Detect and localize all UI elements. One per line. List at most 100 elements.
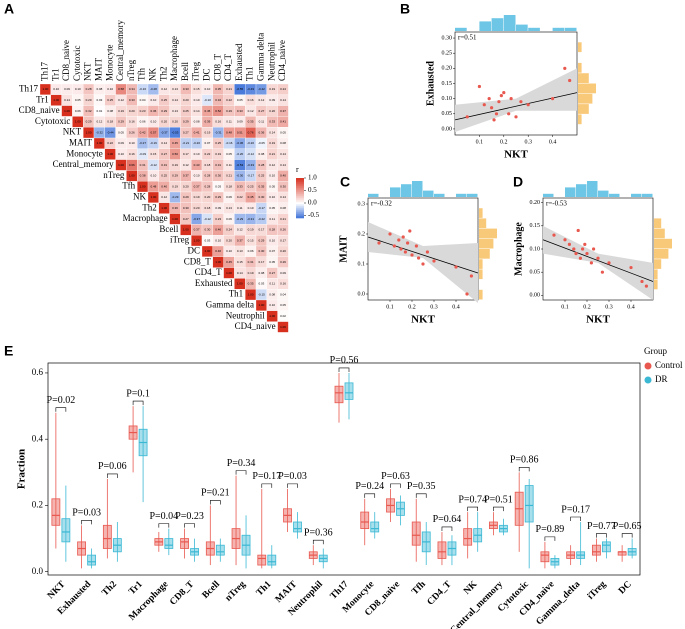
x-tick-label: 0.2 [408,304,416,310]
column-label: Macrophage [169,36,179,81]
cell-label: 0.19 [172,163,178,167]
box [257,554,267,566]
x-tick-label: 0.4 [452,304,460,310]
cell-label: -0.16 [226,141,233,145]
cell-label: 0.24 [226,228,232,232]
p-value-label: P=0.34 [227,458,256,469]
p-value-label: P=0.51 [484,494,513,505]
x-tick-label: CD4_T [426,579,454,607]
cell-label: 0.16 [248,98,254,102]
point [592,247,596,251]
cell-label: -0.05 [258,141,265,145]
legend-label: DR [655,374,668,384]
cell-label: 1.00 [280,325,286,329]
cell-label: -0.20 [193,141,200,145]
cell-label: 0.22 [237,195,243,199]
row-label: CD8_T [184,256,212,266]
cell-label: 0.05 [118,130,124,134]
box [267,554,277,566]
cell-label: 1.00 [86,130,92,134]
cell-label: 0.32 [86,109,92,113]
point [644,284,649,288]
cell-label: 0.10 [118,152,124,156]
box [411,521,421,546]
x-tick-label: 0.2 [500,139,508,145]
point [596,256,600,260]
column-label: DC [201,68,211,81]
y-tick-label: 0.10 [530,246,541,252]
colorbar-step [296,192,304,195]
cell-label: 0.11 [269,282,275,286]
panel-label: B [400,1,410,17]
cell-label: -0.44 [107,130,114,134]
colorbar-tick-label: 0.5 [308,186,317,194]
y-histogram-bar [578,114,582,125]
cell-label: 1.00 [150,195,156,199]
p-value-label: P=0.02 [47,395,76,406]
cell-label: 0.11 [226,120,232,124]
row-label: CD4_naive [235,321,276,331]
cell-label: 0.07 [269,249,275,253]
cell-label: 0.25 [215,141,221,145]
cell-label: 0.05 [75,98,81,102]
y-histogram-bar [654,269,658,280]
y-histogram-bar [654,238,672,249]
cell-label: -0.32 [96,130,103,134]
cell-label: -0.10 [204,98,211,102]
cell-label: 0.06 [75,109,81,113]
cell-label: 0.10 [269,174,275,178]
cell-label: 0.05 [226,152,232,156]
point [490,106,494,110]
cell-label: 0.41 [280,120,286,124]
cell-label: 0.29 [118,120,124,124]
cell-label: 1.00 [172,217,178,221]
colorbar-step [296,216,304,219]
cell-label: 0.66 [129,163,135,167]
point [563,238,567,242]
p-value-label: P=0.24 [355,481,384,492]
row-label: CD4_T [195,267,223,277]
cell-label: 1.00 [258,303,264,307]
point [421,262,425,266]
cell-label: 0.29 [258,238,264,242]
cell-label: 0.08 [194,120,200,124]
cell-label: 0.30 [183,206,189,210]
significance-bracket [415,493,427,498]
cell-label: 0.08 [96,87,102,91]
legend-title: Group [644,346,667,356]
point [499,94,503,98]
significance-bracket [570,516,581,521]
y-histogram-bar [479,259,483,269]
row-label: Th2 [142,202,157,212]
p-value-label: P=0.21 [201,488,230,499]
x-tick-label: Th17 [329,579,351,601]
p-value-label: P=0.64 [433,514,462,525]
x-histogram-bar [455,27,467,31]
cell-label: 0.21 [269,152,275,156]
cell-label: 0.10 [226,249,232,253]
y-histogram-bar [479,208,483,218]
fit-line [367,236,479,274]
row-label: NK [133,191,146,201]
cell-label: 0.19 [204,130,210,134]
cell-label: 0.29 [161,109,167,113]
cell-label: -0.17 [258,206,265,210]
cell-label: 0.17 [258,228,264,232]
point [519,100,523,104]
x-histogram-bar [642,193,653,197]
point [417,256,421,260]
cell-label: 0.18 [107,120,113,124]
significance-bracket [621,533,633,538]
cell-label: 0.36 [258,130,264,134]
cell-label: 0.31 [140,163,146,167]
row-label: DC [187,245,200,255]
cell-label: 0.24 [280,87,286,91]
column-label: Tr1 [50,68,60,81]
box [215,544,225,556]
cell-label: 0.16 [129,120,135,124]
cell-label: 0.21 [226,174,232,178]
p-value-label: P=0.06 [98,461,127,472]
cell-label: 0.12 [248,109,254,113]
p-value-label: P=0.63 [381,471,410,482]
cell-label: -0.31 [247,217,254,221]
